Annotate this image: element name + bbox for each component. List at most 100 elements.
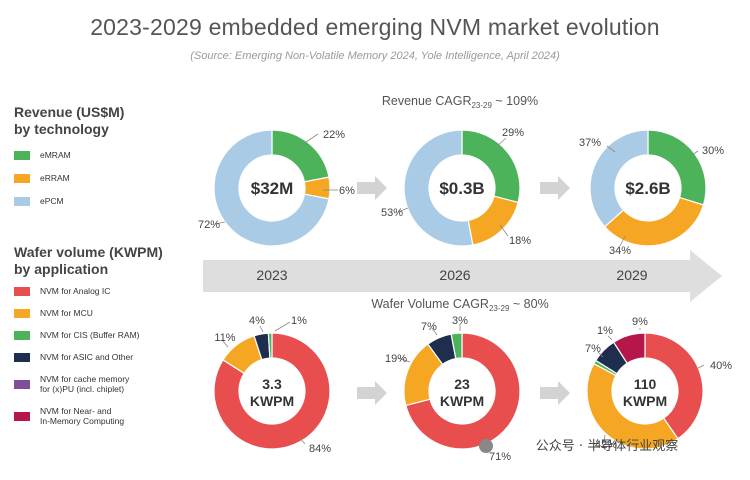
- wafer-legend-label: NVM for MCU: [40, 308, 93, 318]
- wafer-legend-item: NVM for ASIC and Other: [14, 352, 163, 362]
- wafer-legend-swatch: [14, 379, 30, 389]
- revenue-cagr-label-part: Revenue CAGR: [382, 94, 472, 108]
- donut-percent-label: 84%: [309, 443, 331, 455]
- wafer-cagr-label-part: Wafer Volume CAGR: [371, 297, 489, 311]
- revenue-legend-item: eMRAM: [14, 150, 124, 160]
- donut-percent-label: 6%: [339, 185, 355, 197]
- wafer-cagr-label: Wafer Volume CAGR23-29 ~ 80%: [371, 297, 548, 313]
- chart-source: (Source: Emerging Non-Volatile Memory 20…: [190, 50, 560, 62]
- donut-slice: [603, 196, 705, 247]
- wafer-legend-title: Wafer volume (KWPM) by application: [14, 244, 163, 278]
- between-arrow: [540, 381, 570, 405]
- donut-percent-label: 11%: [214, 332, 235, 344]
- between-arrow: [357, 176, 387, 200]
- donut-leader-line: [607, 335, 613, 341]
- revenue-legend-title-line2: by technology: [14, 121, 109, 137]
- donut-slice: [644, 332, 704, 440]
- chart-title: 2023-2029 embedded emerging NVM market e…: [90, 14, 660, 40]
- donut-leader-line: [494, 137, 507, 149]
- donut-center-label: KWPM: [440, 393, 484, 409]
- wafer-legend-label: NVM for CIS (Buffer RAM): [40, 330, 140, 340]
- donut-leader-line: [397, 207, 409, 213]
- wafer-legend-item: NVM for MCU: [14, 308, 163, 318]
- wafer-legend-swatch: [14, 308, 30, 318]
- wafer-legend-label: NVM for cache memory for (x)PU (incl. ch…: [40, 374, 130, 394]
- donut-slice: [586, 362, 679, 450]
- revenue-legend-label: eMRAM: [40, 150, 71, 160]
- donut-leader-line: [221, 339, 229, 348]
- wafer-legend-label: NVM for Near- and In-Memory Computing: [40, 406, 125, 426]
- donut-percent-label: 42%: [595, 439, 617, 451]
- donut-percent-label: 40%: [710, 360, 732, 372]
- donut-leader-line: [299, 133, 319, 147]
- wafer-legend-swatch: [14, 352, 30, 362]
- donut-center-label: 23: [454, 376, 470, 392]
- donut-leader-line: [299, 437, 306, 445]
- donut-center-label: KWPM: [250, 393, 294, 409]
- wafer-legend-item: NVM for Analog IC: [14, 286, 163, 296]
- revenue-legend: Revenue (US$M) by technology eMRAM eRRAM e…: [14, 104, 124, 219]
- donut-slice: [450, 332, 463, 360]
- wafer-legend-swatch: [14, 330, 30, 340]
- donut-center-label: $32M: [251, 179, 294, 198]
- revenue-legend-item: ePCM: [14, 196, 124, 206]
- wafer-legend-item: NVM for cache memory for (x)PU (incl. ch…: [14, 374, 163, 394]
- donut-leader-line: [606, 145, 616, 153]
- donut-slice: [213, 129, 330, 247]
- donut-center-label: $2.6B: [625, 179, 670, 198]
- revenue-legend-swatch: [14, 150, 30, 160]
- donut-leader-line: [431, 327, 438, 336]
- donut-slice: [267, 332, 273, 359]
- donut-percent-label: 34%: [609, 245, 631, 257]
- donut-percent-label: 4%: [249, 315, 265, 327]
- donut-percent-label: 3%: [452, 315, 468, 327]
- wafer-legend: Wafer volume (KWPM) by application NVM f…: [14, 244, 163, 438]
- wafer-legend-title-line1: Wafer volume (KWPM): [14, 244, 163, 260]
- wafer-legend-title-line2: by application: [14, 261, 109, 277]
- donut-percent-label: 22%: [323, 129, 345, 141]
- donut-percent-label: 37%: [579, 137, 601, 149]
- donut-leader-line: [499, 224, 509, 237]
- donut-percent-label: 53%: [381, 207, 403, 219]
- between-arrow: [357, 381, 387, 405]
- donut-slice: [612, 332, 646, 365]
- donut-slice: [271, 129, 330, 183]
- wafer-legend-label: NVM for Analog IC: [40, 286, 111, 296]
- donut-slice: [647, 129, 707, 206]
- donut-slice: [589, 129, 649, 228]
- wechat-icon: [479, 439, 493, 453]
- timeline-year-label: 2026: [439, 267, 470, 283]
- wafer-legend-swatch: [14, 286, 30, 296]
- revenue-cagr-label-part: 23-29: [471, 101, 492, 110]
- donut-center-label: $0.3B: [439, 179, 484, 198]
- donut-center-label: 3.3: [262, 376, 282, 392]
- donut-slice: [213, 332, 331, 450]
- revenue-legend-label: ePCM: [40, 196, 64, 206]
- donut-percent-label: 7%: [585, 343, 601, 355]
- revenue-legend-title-line1: Revenue (US$M): [14, 104, 125, 120]
- donut-percent-label: 29%: [502, 127, 524, 139]
- watermark-text: 公众号 · 半导体行业观察: [536, 439, 678, 454]
- donut-percent-label: 72%: [198, 219, 220, 231]
- revenue-legend-label: eRRAM: [40, 173, 70, 183]
- wafer-legend-item: NVM for Near- and In-Memory Computing: [14, 406, 163, 426]
- wafer-cagr-label-part: 23-29: [489, 304, 510, 313]
- donut-center-label: KWPM: [623, 393, 667, 409]
- donut-percent-label: 9%: [632, 316, 648, 328]
- donut-leader-line: [619, 235, 626, 247]
- timeline-year-label: 2029: [616, 267, 647, 283]
- wafer-cagr-label-part: ~ 80%: [509, 297, 548, 311]
- donut-center-label: 110: [634, 376, 657, 392]
- donut-leader-line: [691, 150, 699, 156]
- wafer-legend-swatch: [14, 411, 30, 421]
- revenue-legend-swatch: [14, 173, 30, 183]
- revenue-legend-item: eRRAM: [14, 173, 124, 183]
- timeline-year-label: 2023: [256, 267, 287, 283]
- donut-leader-line: [397, 357, 411, 363]
- revenue-legend-title: Revenue (US$M) by technology: [14, 104, 124, 138]
- donut-slice: [405, 332, 521, 450]
- wafer-legend-label: NVM for ASIC and Other: [40, 352, 134, 362]
- timeline-arrow: [203, 250, 722, 302]
- revenue-legend-swatch: [14, 196, 30, 206]
